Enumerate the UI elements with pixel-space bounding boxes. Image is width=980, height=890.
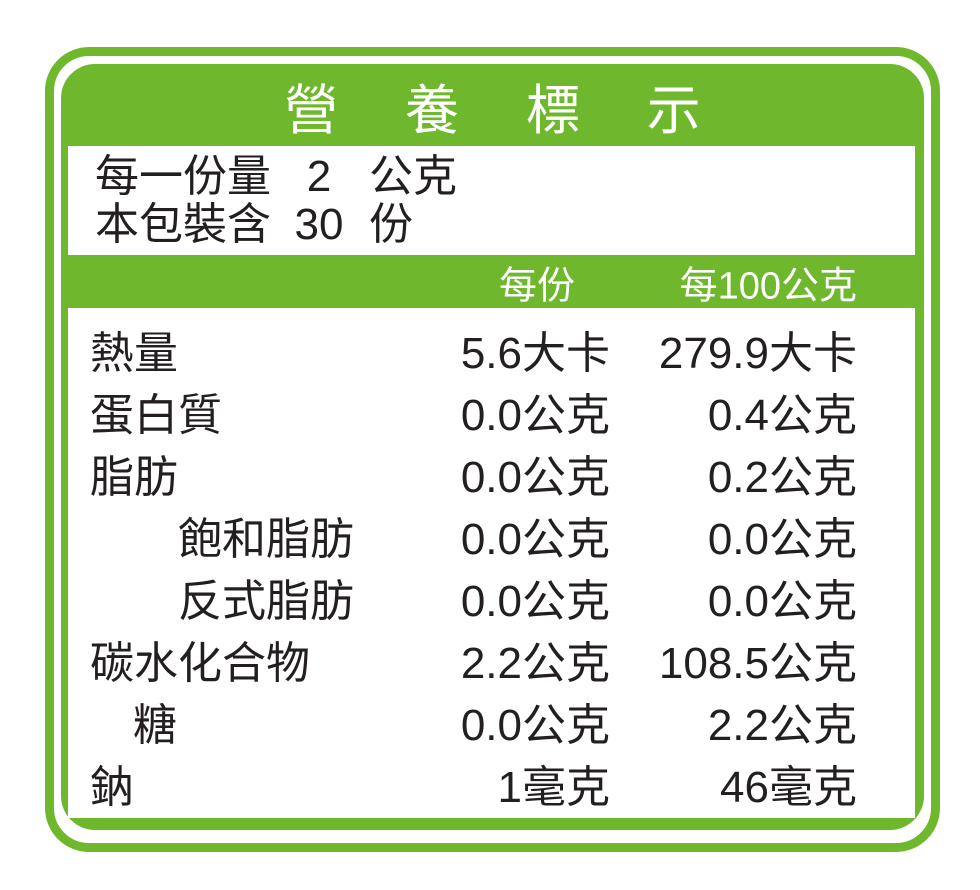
column-header-bar: 每份 每100公克 — [61, 255, 924, 308]
nutrient-row: 碳水化合物 2.2公克 108.5公克 — [68, 627, 915, 689]
serving-size-value: 2 — [306, 151, 332, 201]
nutrient-table: 熱量 5.6大卡 279.9大卡 蛋白質 0.0公克 0.4公克 脂肪 0.0公克 0.2公克飽… — [68, 308, 915, 818]
serving-info-section: 每一份量 2 公克 本包裝含 30 份 — [68, 146, 915, 255]
per-serving-value: 5.6大卡 — [460, 329, 610, 378]
column-header-per-serving: 每份 — [498, 265, 575, 307]
label-body: 營 養 標 示 每一份量 2 公克 本包裝含 30 份 每份 每100公克 熱量… — [61, 64, 924, 830]
nutrient-row: 脂肪 0.0公克 0.2公克 — [68, 441, 915, 503]
label-outer-border — [45, 47, 940, 852]
per-100g-value: 0.2公克 — [707, 453, 857, 502]
column-header-per-100g: 每100公克 — [679, 265, 857, 307]
nutrient-name: 鈉 — [90, 763, 134, 812]
servings-per-package-value: 30 — [294, 199, 344, 249]
nutrient-row: 蛋白質 0.0公克 0.4公克 — [68, 379, 915, 441]
per-100g-value: 0.4公克 — [707, 391, 857, 440]
nutrient-row: 糖 0.0公克 2.2公克 — [68, 689, 915, 751]
per-100g-value: 0.0公克 — [707, 515, 857, 564]
serving-size-unit: 公克 — [369, 151, 457, 201]
per-100g-value: 46毫克 — [720, 763, 857, 812]
per-serving-value: 0.0公克 — [460, 577, 610, 626]
per-100g-value: 0.0公克 — [707, 577, 857, 626]
servings-per-package-label: 本包裝含 — [95, 199, 271, 249]
nutrient-name: 飽和脂肪 — [178, 515, 354, 564]
servings-per-package-line: 本包裝含 30 份 — [68, 199, 915, 249]
nutrient-row: 熱量 5.6大卡 279.9大卡 — [68, 317, 915, 379]
per-100g-value: 279.9大卡 — [658, 329, 857, 378]
per-serving-value: 0.0公克 — [460, 701, 610, 750]
serving-size-line: 每一份量 2 公克 — [68, 151, 915, 201]
per-100g-value: 108.5公克 — [658, 639, 857, 688]
nutrient-row: 飽和脂肪 0.0公克 0.0公克 — [68, 503, 915, 565]
per-serving-value: 1毫克 — [497, 763, 610, 812]
per-serving-value: 2.2公克 — [460, 639, 610, 688]
label-title: 營 養 標 示 — [284, 80, 727, 141]
nutrient-name: 脂肪 — [90, 453, 178, 502]
per-serving-value: 0.0公克 — [460, 391, 610, 440]
nutrient-row: 反式脂肪 0.0公克 0.0公克 — [68, 565, 915, 627]
nutrient-name: 碳水化合物 — [90, 639, 310, 688]
per-serving-value: 0.0公克 — [460, 515, 610, 564]
nutrient-name: 反式脂肪 — [178, 577, 354, 626]
nutrient-row: 鈉 1毫克 46毫克 — [68, 751, 915, 813]
nutrient-name: 蛋白質 — [90, 391, 222, 440]
nutrient-name: 熱量 — [90, 329, 178, 378]
per-100g-value: 2.2公克 — [707, 701, 857, 750]
servings-per-package-unit: 份 — [369, 199, 413, 249]
per-serving-value: 0.0公克 — [460, 453, 610, 502]
serving-size-label: 每一份量 — [95, 151, 271, 201]
nutrient-name: 糖 — [133, 701, 177, 750]
